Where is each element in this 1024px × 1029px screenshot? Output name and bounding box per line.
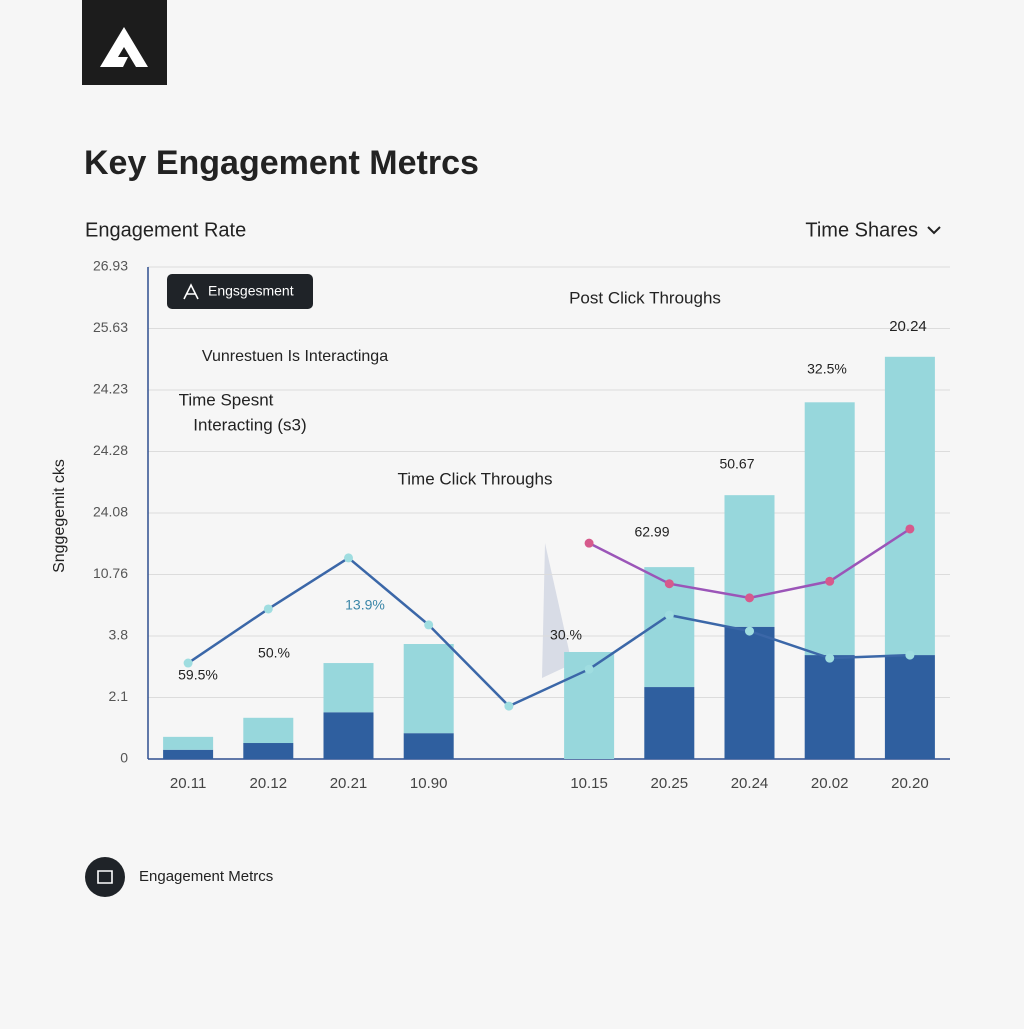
bar bbox=[323, 712, 374, 759]
y-tick-label: 25.63 bbox=[93, 319, 128, 335]
x-tick-label: 20.21 bbox=[330, 775, 368, 792]
y-tick-label: 24.08 bbox=[93, 504, 128, 520]
line-point bbox=[344, 553, 353, 563]
bar bbox=[163, 736, 214, 750]
y-tick-label: 3.8 bbox=[109, 627, 129, 643]
annotation: 62.99 bbox=[634, 524, 669, 540]
legend-icon bbox=[183, 283, 199, 300]
bar bbox=[724, 495, 775, 627]
annotation: Time Spesnt bbox=[179, 390, 274, 409]
x-tick-label: 20.25 bbox=[651, 775, 689, 792]
line-point bbox=[263, 604, 273, 614]
bar bbox=[804, 402, 855, 656]
bar bbox=[804, 655, 855, 759]
y-axis-label: Snggegemit cks bbox=[51, 459, 68, 573]
bar bbox=[884, 356, 935, 656]
annotation: 30.% bbox=[550, 627, 582, 643]
y-tick-label: 2.1 bbox=[109, 688, 129, 704]
line-point bbox=[584, 538, 594, 548]
line bbox=[187, 556, 910, 708]
annotation: Vunrestuen Is Interactinga bbox=[202, 348, 388, 365]
bar bbox=[884, 655, 935, 759]
line-point bbox=[825, 653, 835, 663]
line-point bbox=[825, 576, 835, 586]
y-tick-label: 26.93 bbox=[93, 258, 128, 274]
bar bbox=[243, 743, 294, 759]
annotation: 59.5% bbox=[178, 667, 218, 683]
y-tick-label: 0 bbox=[120, 750, 128, 766]
bar bbox=[243, 717, 294, 744]
bar bbox=[724, 626, 775, 759]
annotation: 20.24 bbox=[889, 318, 927, 335]
footer-icon bbox=[85, 857, 125, 897]
annotation: 32.5% bbox=[807, 361, 847, 377]
line-point bbox=[504, 701, 514, 711]
annotation: Time Click Throughs bbox=[398, 469, 553, 488]
x-tick-label: 20.12 bbox=[250, 775, 288, 792]
selector[interactable]: Time Shares bbox=[805, 219, 918, 241]
line-point bbox=[905, 650, 915, 660]
line-point bbox=[183, 658, 193, 668]
bar bbox=[163, 749, 214, 759]
x-tick-label: 20.11 bbox=[170, 775, 206, 792]
bar bbox=[403, 643, 454, 734]
title: Key Engagement Metrcs bbox=[84, 144, 479, 182]
line-point bbox=[664, 579, 674, 589]
x-tick-label: 20.02 bbox=[811, 775, 849, 792]
legend-label: Engsgesment bbox=[208, 283, 294, 299]
y-tick-label: 24.23 bbox=[93, 381, 128, 397]
shade bbox=[542, 543, 572, 678]
footer: Engagement Metrcs bbox=[139, 868, 273, 885]
y-tick-label: 24.28 bbox=[93, 442, 128, 458]
annotation: Post Click Throughs bbox=[569, 288, 721, 307]
bar bbox=[403, 733, 454, 759]
annotation: 13.9% bbox=[345, 597, 385, 613]
bar bbox=[644, 687, 695, 759]
x-tick-label: 10.15 bbox=[570, 775, 608, 792]
line-point bbox=[424, 620, 434, 630]
annotation: 50.67 bbox=[719, 456, 754, 472]
line-point bbox=[905, 524, 915, 534]
line-point bbox=[745, 593, 754, 603]
annotation: Interacting (s3) bbox=[193, 415, 306, 434]
footer-icon-mark bbox=[97, 870, 113, 884]
chevron bbox=[927, 226, 941, 235]
logo-mark bbox=[100, 27, 148, 67]
x-tick-label: 20.24 bbox=[731, 775, 769, 792]
legend bbox=[167, 274, 313, 309]
annotation: 50.% bbox=[258, 645, 290, 661]
y-tick-label: 10.76 bbox=[93, 565, 128, 581]
x-tick-label: 10.90 bbox=[410, 775, 448, 792]
plot: 0 2.1 3.8 10.76 24.08 24.28 24.23 25.63 26.93 20.… bbox=[93, 258, 950, 792]
line-point bbox=[745, 626, 754, 636]
subtitle: Engagement Rate bbox=[85, 219, 246, 241]
line-point bbox=[584, 664, 594, 674]
line-point bbox=[664, 610, 674, 620]
x-tick-label: 20.20 bbox=[891, 775, 929, 792]
bar bbox=[323, 663, 374, 713]
